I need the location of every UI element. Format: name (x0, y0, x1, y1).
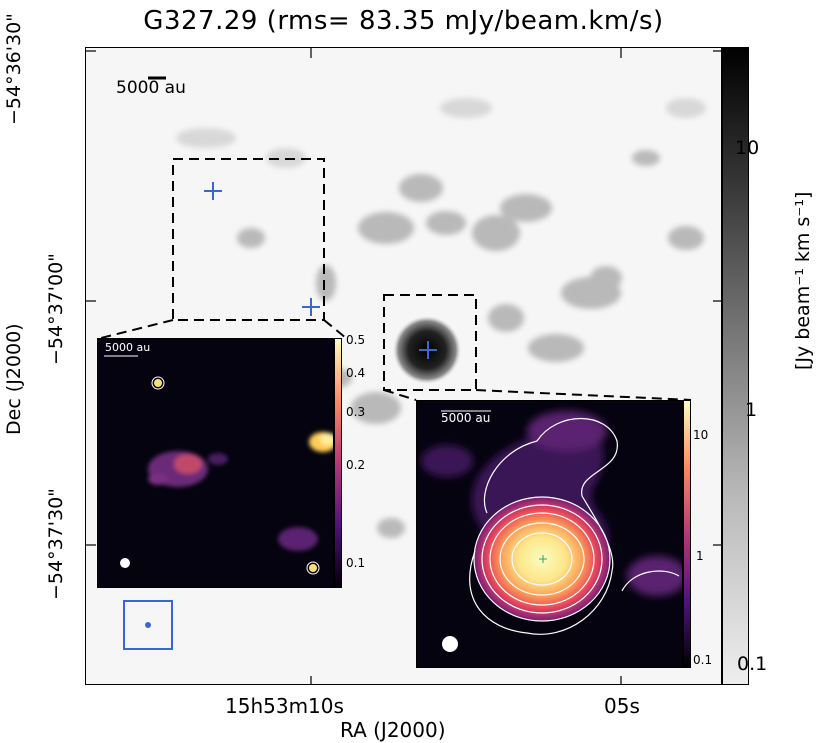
dec-label-mid: −54°37'00" (45, 253, 67, 365)
inset-left-cbar-tick: 0.5 (346, 333, 366, 347)
ra-label-minor: 05s (604, 694, 640, 718)
inset-left-cbar-tick: 0.4 (346, 366, 366, 380)
inset-right-cbar-tick: 0.1 (693, 653, 713, 667)
ra-label-main: 15h53m10s (225, 694, 344, 718)
y-axis-title: Dec (J2000) (3, 323, 25, 435)
inset-right-image (421, 410, 682, 652)
scale-bar-label: 5000 au (116, 78, 186, 98)
inset-left-cbar-tick: 0.2 (346, 458, 366, 472)
source-markers (204, 182, 437, 359)
dec-label-bottom: −54°37'30" (45, 488, 67, 600)
beam-box (123, 600, 173, 650)
plot-title: G327.29 (rms= 83.35 mJy/beam.km/s) (143, 6, 664, 36)
inset-right-colorbar (683, 400, 691, 668)
inset-left: 5000 au (97, 338, 334, 588)
inset-right-cbar-tick: 1 (696, 549, 704, 563)
inset-left-colorbar (334, 338, 342, 588)
beam-dot (145, 622, 151, 628)
colorbar-tick-label: 10 (735, 137, 760, 159)
inset-left-image (104, 355, 333, 575)
inset-right-scale-label: 5000 au (441, 411, 491, 425)
inset-left-cbar-tick: 0.3 (346, 405, 366, 419)
main-colorbar (722, 47, 749, 685)
inset-right-cbar-tick: 10 (693, 428, 709, 442)
inset-left-scale-label: 5000 au (105, 341, 151, 354)
inset-left-cbar-tick: 0.1 (346, 556, 366, 570)
colorbar-label: [Jy beam⁻¹ km s⁻¹] (792, 191, 814, 370)
zoom-box-right (383, 294, 477, 391)
zoom-box-left (172, 158, 325, 321)
colorbar-tick-label: 0.1 (737, 653, 768, 675)
dec-label-top: −54°36'30" (3, 13, 25, 125)
inset-right: 5000 au (416, 400, 683, 668)
x-axis-title: RA (J2000) (340, 718, 446, 742)
main-image-panel: 5000 au 5000 au 0.5 0.4 0.3 (85, 47, 722, 685)
colorbar-tick-label: 1 (745, 399, 758, 421)
